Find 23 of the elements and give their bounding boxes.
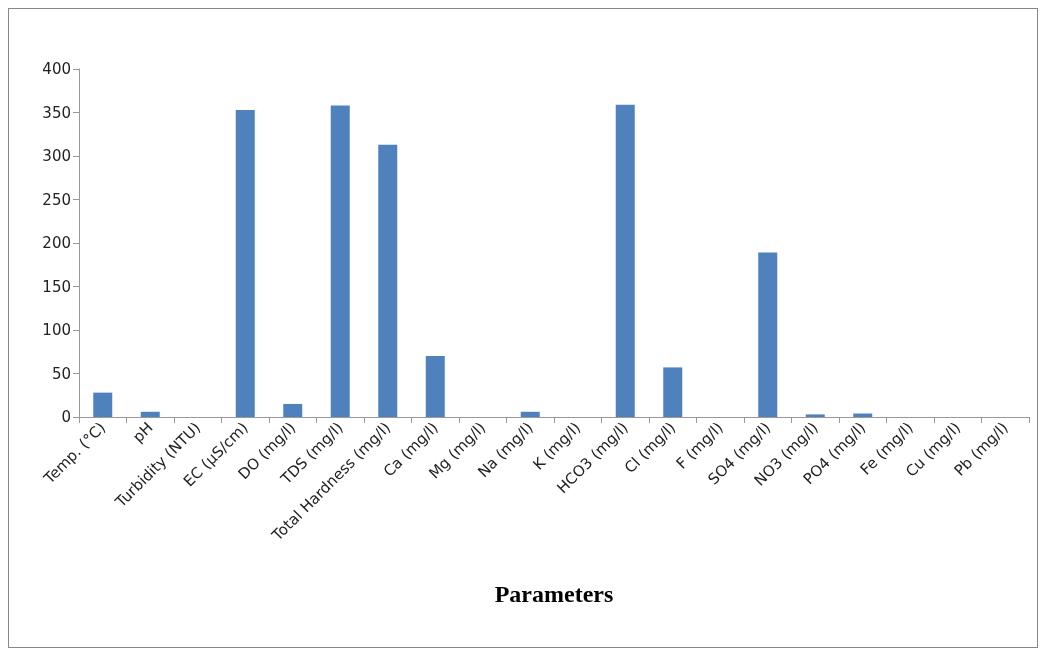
bar [520,411,540,417]
x-axis-title: Parameters [494,581,614,607]
bar [663,367,683,417]
bar [235,109,255,417]
y-tick-label: 300 [42,147,71,165]
x-tick-label: pH [129,418,157,447]
bar [330,105,350,417]
y-tick-label: 0 [61,408,71,426]
y-tick-label: 250 [42,190,71,209]
bar [758,252,778,417]
y-tick-label: 200 [42,234,71,252]
bar [378,144,398,417]
bar [805,414,825,417]
bar [93,392,113,417]
y-tick-label: 50 [51,364,71,383]
y-tick-label: 400 [42,60,71,78]
bar [615,104,635,417]
bar [283,403,303,417]
y-tick-label: 100 [42,321,71,339]
bar [140,411,160,417]
bar [425,356,445,417]
y-tick-label: 350 [42,103,71,122]
y-tick-label: 150 [42,277,71,296]
